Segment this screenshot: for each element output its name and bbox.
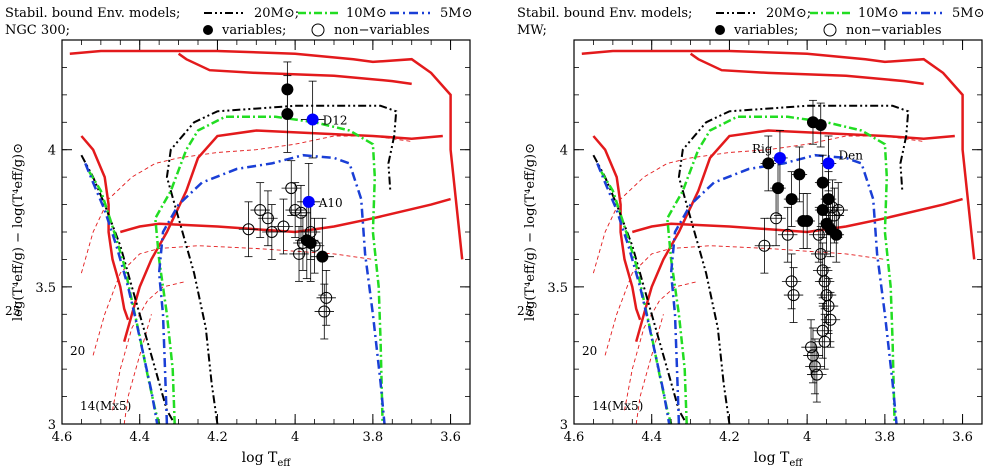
variable-point (786, 193, 798, 205)
model-5msun-line (671, 155, 896, 424)
variable-point (281, 108, 293, 120)
x-axis-label: log Teff (754, 450, 804, 469)
legend-nonvariables-marker (824, 24, 836, 36)
chart-panel-1: Stabil. bound Env. models; 20M⊙; 10M⊙ 5M⊙ NG… (5, 6, 472, 469)
evolutionary-track (636, 131, 955, 342)
highlighted-point (307, 114, 319, 126)
highlighted-label-rig: Rig (752, 142, 773, 156)
legend-nonvariables-label: non−variables (846, 23, 942, 38)
highlighted-point (823, 157, 835, 169)
x-tick-label: 4.2 (719, 430, 740, 445)
model-10msun-left-branch (601, 172, 671, 424)
evolutionary-track (691, 54, 924, 84)
variable-point (801, 215, 813, 227)
x-tick-label: 4.2 (207, 430, 228, 445)
highlighted-label-den: Den (839, 148, 864, 162)
legend-variables-label: variables; (733, 23, 798, 38)
highlighted-label-a10: A10 (318, 196, 343, 210)
track-label-20: 20 (70, 344, 85, 358)
variable-point (823, 193, 835, 205)
evolutionary-track (179, 54, 412, 84)
legend-20msun-label: 20M⊙; (766, 6, 811, 21)
legend-20msun-label: 20M⊙; (254, 6, 299, 21)
panel-label: NGC 300; (5, 23, 70, 38)
variable-point (772, 182, 784, 194)
variable-point (762, 157, 774, 169)
x-tick-label: 4 (291, 430, 299, 445)
y-tick-label: 3.5 (35, 281, 56, 296)
legend-models-label: Stabil. bound Env. models; (517, 6, 692, 21)
variable-point (305, 237, 317, 249)
plot-area (582, 51, 974, 424)
track-label-14: 14(Mx5) (80, 399, 131, 413)
legend-nonvariables-label: non−variables (334, 23, 430, 38)
y-tick-label: 4 (48, 144, 56, 159)
x-tick-label: 4.4 (641, 430, 662, 445)
y-tick-label: 3.5 (547, 281, 568, 296)
variable-point (793, 168, 805, 180)
model-5msun-line (159, 155, 384, 424)
model-10msun-left-branch (89, 172, 159, 424)
legend-variables-marker (203, 25, 213, 35)
y-tick-label: 3 (48, 418, 56, 433)
x-tick-label: 4 (803, 430, 811, 445)
x-tick-label: 4.4 (129, 430, 150, 445)
x-tick-label: 3.6 (952, 430, 973, 445)
track-label-14: 14(Mx5) (592, 399, 643, 413)
legend-5msun-label: 5M⊙ (440, 6, 472, 21)
legend-nonvariables-marker (312, 24, 324, 36)
highlighted-label-d12: D12 (323, 114, 348, 128)
legend-10msun-label: 10M⊙ (858, 6, 899, 21)
y-tick-label: 4 (560, 144, 568, 159)
y-axis-label: log(T⁴eff/g) − log(T⁴eff/g)⊙ (523, 143, 538, 321)
y-tick-label: 3 (560, 418, 568, 433)
x-tick-label: 3.8 (875, 430, 896, 445)
plot-area (70, 51, 462, 424)
variable-point (316, 251, 328, 263)
variable-point (815, 119, 827, 131)
legend-variables-label: variables; (221, 23, 286, 38)
variable-point (817, 177, 829, 189)
track-label-20: 20 (582, 344, 597, 358)
highlighted-point (774, 152, 786, 164)
evolutionary-track (81, 136, 128, 320)
x-tick-label: 3.6 (440, 430, 461, 445)
legend-variables-marker (715, 25, 725, 35)
variable-point (830, 229, 842, 241)
legend-10msun-label: 10M⊙ (346, 6, 387, 21)
panel-label: MW; (517, 23, 547, 38)
x-tick-label: 3.8 (363, 430, 384, 445)
x-axis-label: log Teff (242, 450, 292, 469)
chart-panel-2: Stabil. bound Env. models; 20M⊙; 10M⊙ 5M⊙ MW… (517, 6, 984, 469)
highlighted-point (303, 196, 315, 208)
y-axis-label: log(T⁴eff/g) − log(T⁴eff/g)⊙ (11, 143, 26, 321)
legend-5msun-label: 5M⊙ (952, 6, 984, 21)
legend-models-label: Stabil. bound Env. models; (5, 6, 180, 21)
evolutionary-track (593, 136, 640, 320)
